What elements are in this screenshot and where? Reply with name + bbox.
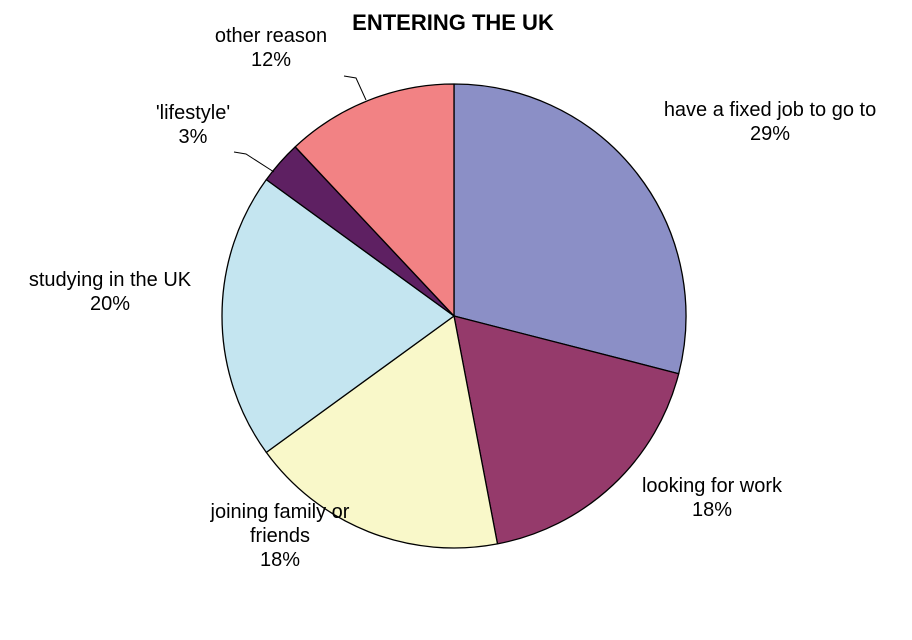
slice-label-text: friends <box>250 525 310 547</box>
leader-lines <box>233 75 367 173</box>
slice-percent-label: 29% <box>750 123 790 145</box>
slice-percent-label: 3% <box>179 126 208 148</box>
slice-label-text: looking for work <box>642 475 783 497</box>
slice-label-0: have a fixed job to go to 29% <box>664 99 876 145</box>
slice-label-1: looking for work 18% <box>642 475 783 521</box>
slice-label-5: other reason 12% <box>215 25 327 71</box>
slice-label-4: 'lifestyle' 3% <box>156 102 230 148</box>
pie-slice-0 <box>453 83 687 375</box>
pie-slice-1 <box>453 315 680 545</box>
slice-label-3: studying in the UK 20% <box>29 269 192 315</box>
slice-label-text: joining family or <box>210 501 350 523</box>
pie-slice-2 <box>265 315 499 549</box>
slice-label-2: joining family or friends 18% <box>210 501 350 571</box>
slice-percent-label: 18% <box>692 499 732 521</box>
slice-label-text: have a fixed job to go to <box>664 99 876 121</box>
leader-line-4 <box>233 151 275 173</box>
slice-label-text: studying in the UK <box>29 269 192 291</box>
pie-slice-5 <box>294 83 455 317</box>
pie-slice-3 <box>221 178 455 454</box>
slice-labels: have a fixed job to go to 29% looking for … <box>29 25 876 571</box>
slice-percent-label: 20% <box>90 293 130 315</box>
chart-title: ENTERING THE UK <box>352 10 554 35</box>
slice-percent-label: 12% <box>251 49 291 71</box>
leader-line-5 <box>343 75 367 101</box>
slice-label-text: 'lifestyle' <box>156 102 230 124</box>
slice-label-text: other reason <box>215 25 327 47</box>
pie-slices <box>221 83 687 549</box>
slice-percent-label: 18% <box>260 549 300 571</box>
